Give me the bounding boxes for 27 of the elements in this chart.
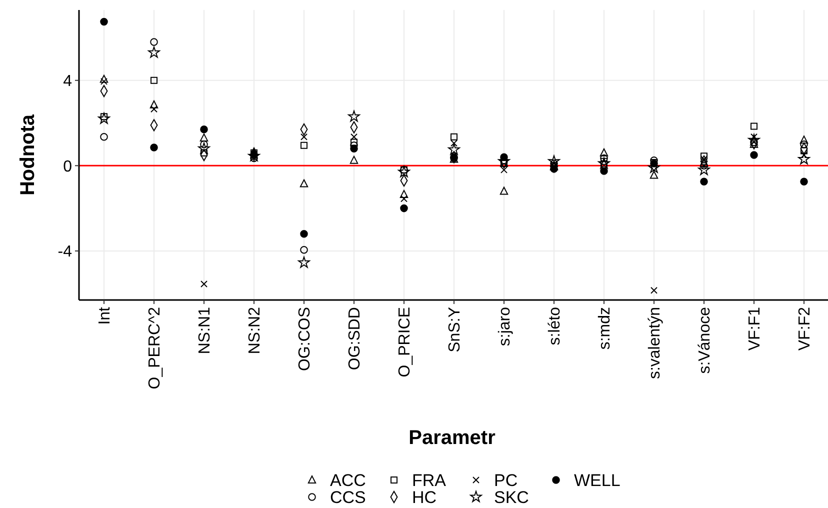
y-tick-label: -4 bbox=[58, 244, 72, 261]
legend-label: WELL bbox=[574, 470, 620, 490]
x-tick-label: Int bbox=[96, 306, 114, 325]
y-axis-title: Hodnota bbox=[17, 114, 39, 196]
x-axis-title: Parametr bbox=[408, 427, 496, 449]
x-tick-label: NS:N1 bbox=[196, 306, 214, 354]
x-tick-label: VF:F1 bbox=[746, 306, 764, 351]
x-tick-label: VF:F2 bbox=[796, 306, 814, 351]
x-tick-label: s:jaro bbox=[496, 306, 514, 346]
legend-label: CCS bbox=[330, 488, 366, 507]
legend-label: ACC bbox=[330, 470, 366, 490]
x-tick-label: s:valentýn bbox=[646, 307, 664, 380]
x-tick-label: NS:N2 bbox=[246, 306, 264, 354]
y-tick-label: 0 bbox=[63, 158, 72, 176]
x-tick-label: SnS:Y bbox=[446, 306, 464, 352]
legend-label: SKC bbox=[494, 488, 529, 507]
legend-label: FRA bbox=[412, 470, 447, 490]
x-tick-label: OG:SDD bbox=[346, 307, 364, 370]
x-tick-label: s:Vánoce bbox=[696, 306, 714, 374]
x-tick-label: OG:COS bbox=[296, 307, 314, 372]
x-tick-label: O_PERC^2 bbox=[146, 306, 164, 390]
x-tick-label: O_PRICE bbox=[396, 307, 414, 378]
x-tick-label: s:léto bbox=[546, 306, 564, 346]
y-tick-label: 4 bbox=[63, 72, 72, 90]
legend-label: HC bbox=[412, 488, 437, 507]
x-tick-label: s:mdz bbox=[596, 307, 614, 350]
legend-label: PC bbox=[494, 470, 518, 490]
